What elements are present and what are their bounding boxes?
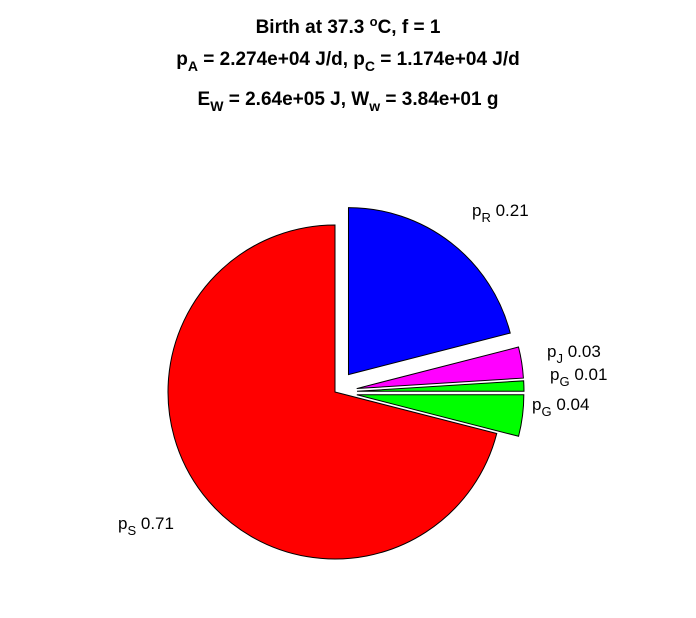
title-pc-value: = 1.174e+04 J/d bbox=[375, 49, 520, 70]
chart-title-line-2: pA = 2.274e+04 J/d, pC = 1.174e+04 J/d bbox=[176, 49, 520, 74]
title-pc-subscript: C bbox=[365, 58, 375, 74]
slice-label-subscript: J bbox=[556, 351, 563, 366]
slice-label-r-0: pR 0.21 bbox=[472, 201, 529, 225]
pie-slices bbox=[167, 207, 525, 560]
title-pc-base: p bbox=[353, 49, 365, 70]
slice-label-base: p bbox=[118, 514, 127, 533]
slice-label-base: p bbox=[550, 365, 559, 384]
title-line-1-pre: Birth at 37.3 bbox=[256, 17, 370, 38]
title-ew-subscript: W bbox=[210, 98, 224, 114]
title-ww-value: = 3.84e+01 g bbox=[380, 89, 498, 110]
title-ww-base: W bbox=[351, 89, 369, 110]
slice-label-g-2: pG 0.01 bbox=[550, 365, 607, 389]
title-line-1-superscript: o bbox=[370, 14, 378, 29]
title-pa-base: p bbox=[176, 49, 188, 70]
slice-label-value: 0.21 bbox=[491, 201, 529, 220]
title-line-1-post: C, f = 1 bbox=[378, 17, 441, 38]
slice-label-subscript: S bbox=[127, 523, 136, 538]
slice-label-value: 0.01 bbox=[570, 365, 608, 384]
slice-label-g-3: pG 0.04 bbox=[532, 395, 589, 419]
title-ew-base: E bbox=[198, 89, 211, 110]
chart-title-line-1: Birth at 37.3 oC, f = 1 bbox=[256, 14, 441, 38]
title-ww-subscript: w bbox=[368, 98, 380, 114]
slice-label-value: 0.71 bbox=[136, 514, 174, 533]
slice-label-value: 0.03 bbox=[563, 342, 601, 361]
slice-label-base: p bbox=[472, 201, 481, 220]
slice-label-subscript: G bbox=[559, 374, 569, 389]
slice-label-subscript: R bbox=[481, 210, 490, 225]
slice-label-base: p bbox=[547, 342, 556, 361]
title-pa-value: = 2.274e+04 J/d, bbox=[198, 49, 353, 70]
pie-slice-s-4 bbox=[167, 224, 498, 560]
slice-label-base: p bbox=[532, 395, 541, 414]
chart-title-line-3: EW = 2.64e+05 J, Ww = 3.84e+01 g bbox=[198, 89, 499, 114]
pie-slice-j-1 bbox=[356, 346, 524, 390]
title-pa-subscript: A bbox=[188, 58, 198, 74]
pie-slice-g-2 bbox=[356, 380, 525, 392]
slice-label-j-1: pJ 0.03 bbox=[547, 342, 601, 366]
slice-label-subscript: G bbox=[541, 404, 551, 419]
pie-slice-g-3 bbox=[356, 394, 525, 437]
slice-label-s-4: pS 0.71 bbox=[118, 514, 174, 538]
pie-slice-r-0 bbox=[347, 207, 511, 376]
title-ew-value: = 2.64e+05 J, bbox=[223, 89, 351, 110]
slice-label-value: 0.04 bbox=[552, 395, 590, 414]
